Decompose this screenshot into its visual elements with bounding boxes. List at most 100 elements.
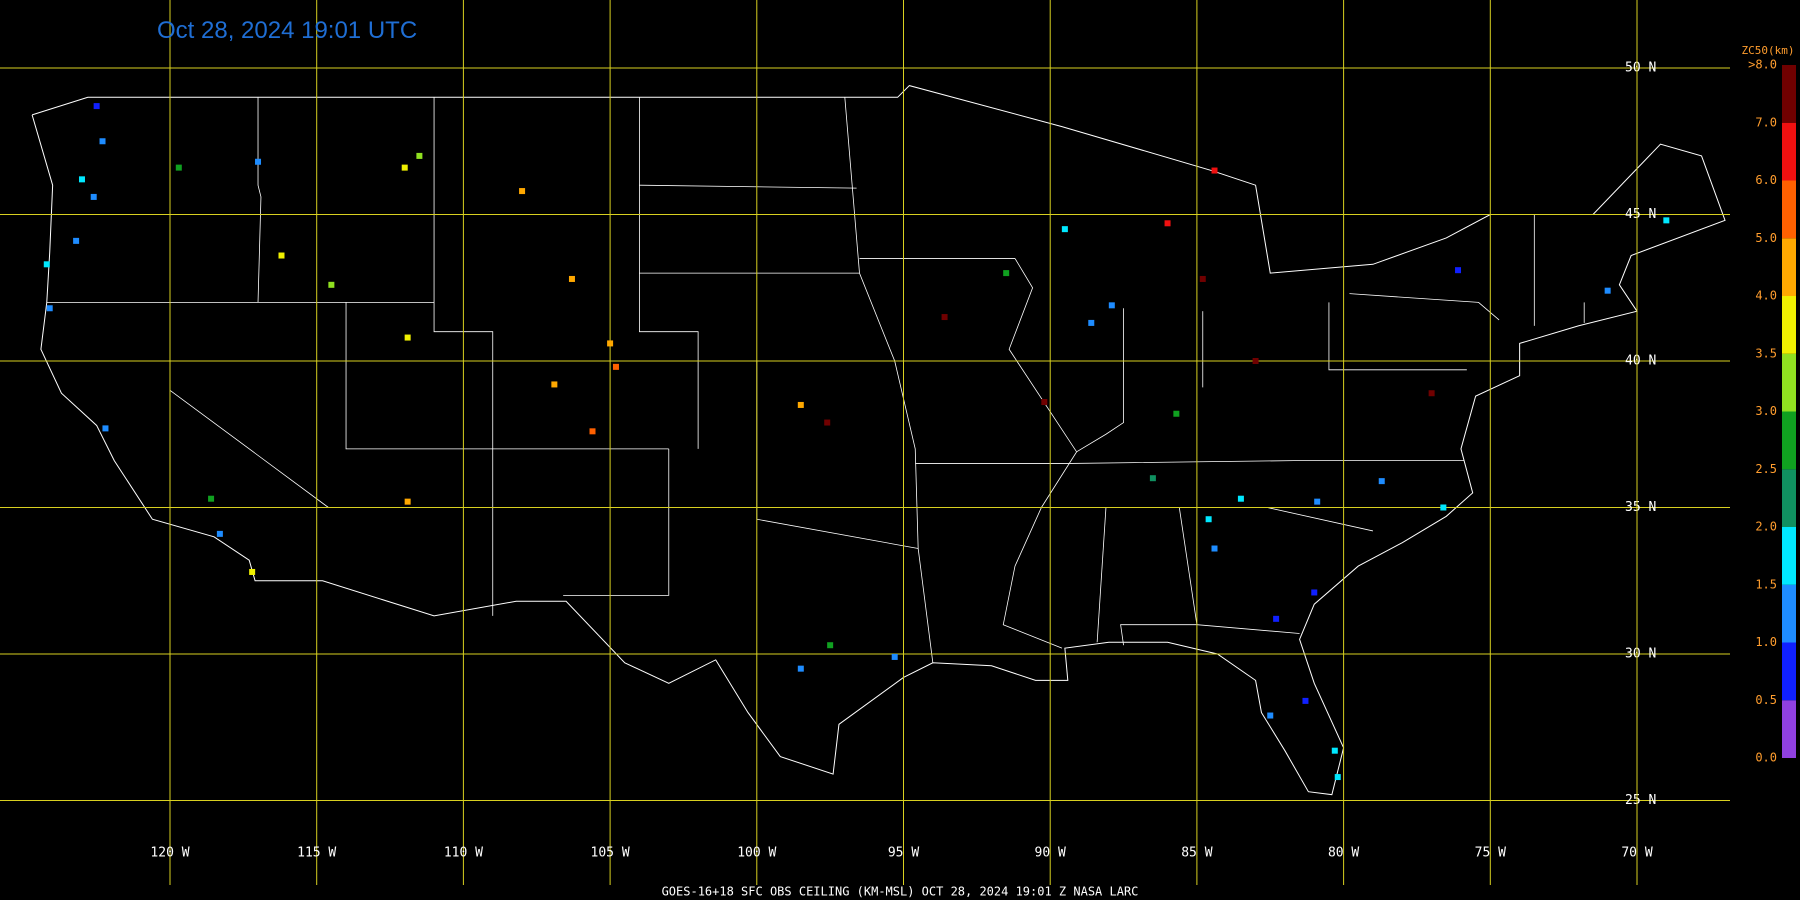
colorbar-segment (1782, 238, 1796, 296)
station (328, 281, 335, 288)
station (90, 193, 97, 200)
state-border (639, 184, 857, 189)
stations (43, 103, 1670, 781)
colorbar-segment (1782, 527, 1796, 585)
station (519, 188, 526, 195)
state-border (1196, 624, 1300, 634)
station (1199, 275, 1206, 282)
station (1149, 475, 1156, 482)
colorbar-label: 3.5 (1755, 346, 1777, 360)
station (255, 158, 262, 165)
station (1604, 287, 1611, 294)
colorbar-label: 0.0 (1755, 751, 1777, 765)
station (1237, 495, 1244, 502)
colorbar-segment (1782, 700, 1796, 758)
colorbar-label: 7.0 (1755, 115, 1777, 129)
colorbar-segment (1782, 353, 1796, 412)
station (1455, 267, 1462, 274)
lat-label: 45 N (1625, 207, 1656, 222)
station (43, 261, 50, 268)
lat-label: 40 N (1625, 354, 1656, 369)
station (1334, 774, 1341, 781)
state-border (257, 97, 262, 303)
lat-label: 35 N (1625, 500, 1656, 515)
station (404, 334, 411, 341)
station (208, 495, 215, 502)
station (73, 237, 80, 244)
lon-label: 100 W (737, 846, 776, 861)
lon-label: 120 W (150, 846, 189, 861)
station (1428, 390, 1435, 397)
lat-label: 25 N (1625, 793, 1656, 808)
station (1088, 319, 1095, 326)
colorbar-label: 0.5 (1755, 693, 1777, 707)
station (1108, 302, 1115, 309)
lon-label: 110 W (444, 846, 483, 861)
station (1273, 615, 1280, 622)
station (1663, 217, 1670, 224)
state-border (1120, 507, 1198, 646)
station (797, 401, 804, 408)
colorbar-label: 6.0 (1755, 173, 1777, 187)
state-border (1096, 507, 1107, 643)
lon-label: 105 W (591, 846, 630, 861)
lon-label: 75 W (1475, 846, 1506, 861)
lon-label: 80 W (1328, 846, 1359, 861)
station (1311, 589, 1318, 596)
colorbar-segment (1782, 65, 1796, 123)
state-border (915, 460, 1464, 464)
colorbar-segment (1782, 122, 1796, 181)
station (827, 642, 834, 649)
station (1314, 498, 1321, 505)
colorbar-label: 2.5 (1755, 462, 1777, 476)
colorbar-label: 4.0 (1755, 289, 1777, 303)
station (1302, 697, 1309, 704)
colorbar-header: ZC50(km) (1742, 44, 1795, 57)
colorbar-label: 1.0 (1755, 635, 1777, 649)
state-border (1076, 308, 1124, 453)
station (1440, 504, 1447, 511)
station (1211, 545, 1218, 552)
graticule: 50 N 45 N 40 N 35 N 30 N 25 N 120 W 115 W 110 W 1… (0, 0, 1730, 885)
state-border (1349, 293, 1500, 321)
colorbar-segment (1782, 642, 1796, 701)
station (607, 340, 614, 347)
station (93, 103, 100, 110)
station (941, 314, 948, 321)
station (551, 381, 558, 388)
lon-label: 70 W (1621, 846, 1652, 861)
station (797, 665, 804, 672)
state-border (1002, 258, 1078, 649)
state-border (844, 97, 934, 663)
colorbar-label: >8.0 (1748, 58, 1777, 72)
station (568, 275, 575, 282)
footer: GOES-16+18 SFC OBS CEILING (KM-MSL) OCT … (662, 885, 1139, 899)
station (1205, 516, 1212, 523)
station (102, 425, 109, 432)
country-border (31, 85, 1726, 796)
station (78, 176, 85, 183)
colorbar-label: 2.0 (1755, 520, 1777, 534)
station (589, 428, 596, 435)
station (612, 363, 619, 370)
colorbar-label: 3.0 (1755, 404, 1777, 418)
station (1378, 478, 1385, 485)
lat-label: 50 N (1625, 61, 1656, 76)
state-border (1328, 302, 1467, 371)
title: Oct 28, 2024 19:01 UTC (157, 17, 417, 44)
station (46, 305, 53, 312)
colorbar: ZC50(km) 0.0 0.5 1.0 1.5 2.0 2.5 3.0 3.5 4.0 5.0 6.… (1742, 44, 1796, 765)
station (249, 568, 256, 575)
colorbar-label: 1.5 (1755, 577, 1777, 591)
station (1267, 712, 1274, 719)
station (175, 164, 182, 171)
station (401, 164, 408, 171)
lon-label: 85 W (1181, 846, 1212, 861)
station (1173, 410, 1180, 417)
colorbar-segment (1782, 584, 1796, 643)
colorbar-segment (1782, 180, 1796, 239)
station (416, 152, 423, 159)
station (1331, 747, 1338, 754)
